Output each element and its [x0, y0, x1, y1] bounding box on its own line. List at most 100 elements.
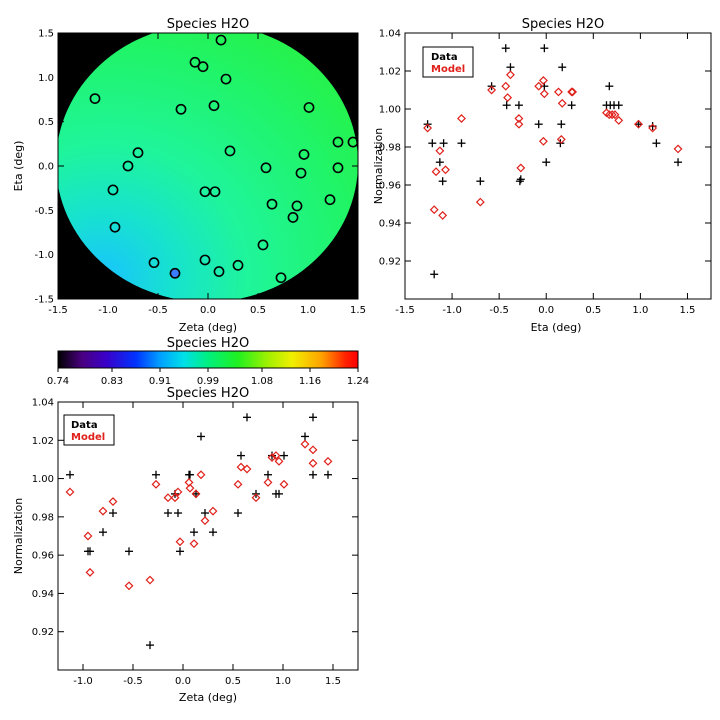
eta-title: Species H2O: [522, 17, 604, 32]
zeta-data-point: [324, 470, 332, 479]
zeta-xtick-label: -0.5: [123, 676, 143, 687]
map-circle-marker: [224, 145, 236, 157]
zeta-xlabel: Zeta (deg): [179, 691, 237, 704]
zeta-data-point: [309, 413, 317, 422]
map-xtick-label: -1.0: [98, 305, 118, 316]
zeta-axes: -1.0 -0.5 0.0 0.5 1.0 1.5 0.92 0.94 0.96 0.98 1.00…: [32, 398, 358, 687]
colorbar-tick-label: 1.24: [347, 376, 369, 387]
map-circle-marker: [287, 212, 299, 223]
zeta-model-point: [236, 462, 246, 472]
eta-model-point: [648, 123, 658, 133]
zeta-ytick-label: 1.04: [32, 398, 54, 409]
zeta-frame: [57, 401, 359, 671]
zeta-model-point: [208, 506, 218, 516]
eta-data-point: [567, 101, 576, 110]
eta-data-point: [674, 158, 683, 167]
zeta-data-point: [280, 451, 288, 460]
zeta-model-point: [124, 581, 134, 591]
zeta-ytick-label: 1.02: [32, 436, 54, 447]
map-ytick-label: 0.0: [38, 162, 54, 173]
zeta-model-point: [185, 483, 195, 493]
colorbar-tick-label: 0.99: [197, 376, 219, 387]
zeta-data-point: [264, 470, 272, 479]
eta-data-point: [515, 177, 524, 186]
eta-model-point: [568, 87, 578, 97]
eta-data-point: [439, 139, 448, 148]
zeta-data-point: [146, 641, 154, 650]
colorbar-panel: Species H2O 0.74 0.83 0.91 0.99 1.08 1.16 1.24: [47, 336, 369, 387]
zeta-model-point: [108, 497, 118, 506]
map-xtick-label: 0.0: [200, 305, 216, 316]
zeta-model-point: [300, 439, 310, 449]
map-circle-marker: [148, 257, 160, 269]
zeta-data-point: [209, 528, 217, 537]
colorbar-gradient: [57, 350, 359, 369]
map-ytick-label: -0.5: [34, 206, 54, 217]
eta-data-point: [542, 158, 551, 167]
map-circle-marker: [189, 56, 201, 68]
eta-model-point: [634, 119, 643, 129]
eta-ytick-label: 0.94: [379, 219, 401, 230]
map-ytick-label: 0.5: [38, 117, 54, 128]
zeta-model-point: [85, 567, 95, 577]
map-title: Species H2O: [167, 17, 249, 32]
map-circle-marker: [209, 186, 221, 198]
map-circle-marker: [275, 272, 287, 284]
eta-model-point: [506, 70, 515, 80]
map-circle-marker: [89, 93, 101, 105]
zeta-ytick-label: 0.96: [32, 551, 54, 562]
map-ytick-label: -1.0: [34, 250, 54, 261]
eta-data-point: [514, 101, 523, 110]
zeta-data-point: [174, 509, 182, 518]
eta-axes: -1.5 -1.0 -0.5 0.0 0.5 1.0 1.5 0.92 0.94 0.96 0.98…: [379, 29, 711, 316]
map-circle-marker: [220, 73, 232, 85]
eta-model-point: [538, 136, 548, 146]
eta-model-point: [457, 114, 466, 123]
zeta-title: Species H2O: [167, 386, 249, 401]
map-circle-marker: [199, 186, 211, 198]
eta-model-point: [539, 89, 549, 99]
zeta-model-point: [83, 531, 93, 541]
eta-model-point: [514, 114, 524, 123]
zeta-data-point: [237, 451, 245, 460]
map-circle-marker: [213, 266, 225, 277]
zeta-data-point: [176, 547, 184, 556]
eta-data-point: [430, 270, 439, 279]
zeta-model-point: [308, 458, 318, 468]
colorbar-title: Species H2O: [167, 336, 249, 351]
eta-xtick-label: -1.5: [395, 305, 415, 316]
map-ytick-label: 1.5: [38, 29, 54, 40]
map-circle-marker: [332, 136, 344, 148]
eta-model-point: [610, 110, 620, 120]
zeta-model-point: [233, 479, 243, 489]
zeta-xtick-label: 0.0: [175, 676, 191, 687]
zeta-model-point: [65, 487, 75, 497]
eta-data-point: [438, 177, 447, 186]
eta-model-point: [516, 163, 526, 173]
eta-model-point: [556, 134, 566, 144]
map-circle-marker: [132, 147, 144, 159]
map-circle-marker: [107, 184, 119, 196]
eta-data-point: [428, 139, 437, 148]
colorbar-ticks: 0.74 0.83 0.91 0.99 1.08 1.16 1.24: [47, 368, 369, 387]
eta-markers: [423, 44, 683, 279]
eta-data-point: [506, 63, 515, 72]
eta-data-point: [540, 44, 549, 53]
zeta-panel: Species H2O -1.0 -0.5 0.0 0.5 1.0 1.5 0.92 0.94…: [12, 386, 359, 704]
zeta-model-point: [279, 479, 289, 489]
eta-model-point: [487, 85, 497, 95]
zeta-data-point: [243, 413, 251, 422]
map-circle-marker: [175, 103, 187, 115]
zeta-data-point: [192, 489, 200, 498]
zeta-model-point: [196, 470, 206, 480]
zeta-data-point: [301, 432, 309, 441]
eta-model-point: [441, 165, 450, 175]
zeta-data-point: [86, 547, 94, 556]
eta-xlabel: Eta (deg): [531, 321, 582, 334]
zeta-model-point: [98, 506, 108, 516]
eta-ytick-label: 1.00: [379, 105, 401, 116]
zeta-data-point: [190, 528, 198, 537]
colorbar-tick-label: 0.83: [101, 376, 123, 387]
zeta-model-point: [191, 489, 201, 499]
eta-model-point: [534, 81, 544, 91]
